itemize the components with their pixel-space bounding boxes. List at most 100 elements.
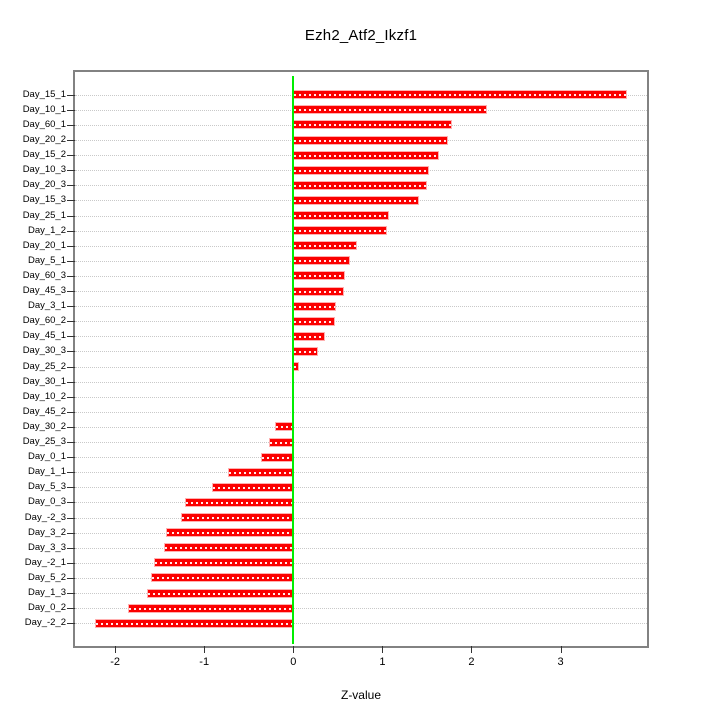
x-axis-tick-label: -1 <box>199 656 210 668</box>
y-axis-tick <box>67 215 75 217</box>
y-axis-tick <box>67 457 75 459</box>
gridline <box>75 275 647 277</box>
y-axis-tick <box>67 245 75 247</box>
x-axis-title: Z-value <box>340 688 381 702</box>
bar-inner-dash <box>148 592 293 595</box>
gridline <box>75 442 647 443</box>
bar-Day_1_1 <box>228 467 294 477</box>
bar-Day_45_3 <box>293 286 345 296</box>
y-axis-tick <box>67 124 75 126</box>
y-axis-tick <box>67 396 75 398</box>
bar-Day_15_1 <box>293 90 627 100</box>
y-axis-label: Day_20_2 <box>22 134 66 145</box>
bar-Day_1_3 <box>147 588 294 598</box>
bar-inner-dash <box>128 607 293 610</box>
bar-inner-dash <box>294 154 439 157</box>
gridline <box>75 457 647 459</box>
y-axis-tick <box>67 94 75 96</box>
x-axis-tick <box>382 646 384 653</box>
bar-inner-dash <box>155 562 293 565</box>
y-axis-tick <box>67 306 75 308</box>
bar-Day_20_1 <box>293 241 357 251</box>
y-axis-label: Day_1_3 <box>27 587 66 598</box>
y-axis-label: Day_15_3 <box>22 194 66 206</box>
gridline <box>75 472 647 474</box>
gridline <box>75 593 647 594</box>
y-axis-tick <box>67 275 75 277</box>
bar-Day_30_3 <box>293 346 319 356</box>
y-axis-tick <box>67 442 75 443</box>
y-axis-tick <box>67 502 75 504</box>
bar-Day_0_1 <box>261 452 294 462</box>
gridline <box>75 336 647 338</box>
y-axis-label: Day_25_3 <box>22 436 66 447</box>
bar-Day_5_1 <box>293 256 351 266</box>
bar-inner-dash <box>294 124 451 127</box>
gridline <box>75 577 647 579</box>
x-axis-tick-label: 2 <box>468 656 475 668</box>
y-axis-label: Day_-2_2 <box>24 617 66 629</box>
bar-inner-dash <box>96 622 293 625</box>
gridline <box>75 411 647 413</box>
bar-inner-dash <box>294 169 428 172</box>
y-axis-tick <box>67 140 75 141</box>
y-axis-tick <box>67 532 75 534</box>
y-axis-tick <box>67 155 75 157</box>
bar-inner-dash <box>294 335 325 338</box>
gridline <box>75 351 647 353</box>
bar-inner-dash <box>294 199 418 202</box>
bar-Day_-2_2 <box>95 618 294 628</box>
y-axis-label: Day_60_2 <box>22 315 66 327</box>
bar-Day_60_2 <box>293 316 336 326</box>
y-axis-tick <box>67 351 75 353</box>
bar-inner-dash <box>151 577 293 580</box>
gridline <box>75 396 647 398</box>
bar-Day_-2_1 <box>154 558 294 568</box>
gridline <box>75 426 647 428</box>
bar-inner-dash <box>166 532 293 535</box>
bar-Day_10_3 <box>293 165 429 175</box>
y-axis-label: Day_1_1 <box>27 466 66 478</box>
bar-Day_5_3 <box>212 482 294 492</box>
bar-inner-dash <box>294 184 426 187</box>
bar-inner-dash <box>294 215 388 217</box>
y-axis-tick <box>67 381 75 383</box>
gridline <box>75 291 647 292</box>
y-axis-label: Day_0_3 <box>27 496 66 508</box>
y-axis-label: Day_5_2 <box>27 571 66 583</box>
bar-Day_3_1 <box>293 301 337 311</box>
bar-inner-dash <box>186 501 293 504</box>
y-axis-tick <box>67 472 75 474</box>
y-axis-tick <box>67 336 75 338</box>
bar-Day_20_2 <box>293 135 449 145</box>
x-axis-tick <box>471 646 473 653</box>
y-axis-tick <box>67 321 75 323</box>
y-axis-label: Day_45_2 <box>22 405 66 417</box>
y-axis-tick <box>67 170 75 172</box>
bar-Day_3_3 <box>164 543 294 553</box>
y-axis-label: Day_45_1 <box>22 330 66 342</box>
y-axis-tick <box>67 230 75 232</box>
y-axis-tick <box>67 200 75 202</box>
bar-Day_10_1 <box>293 105 487 115</box>
gridline <box>75 260 647 262</box>
bar-Day_60_3 <box>293 271 345 281</box>
bar-inner-dash <box>294 245 356 248</box>
y-axis-tick <box>67 623 75 625</box>
y-axis-label: Day_10_3 <box>22 164 66 176</box>
y-axis-label: Day_20_3 <box>22 179 66 191</box>
y-axis-label: Day_3_1 <box>27 300 66 312</box>
y-axis-tick <box>67 562 75 564</box>
bar-inner-dash <box>294 305 336 308</box>
bar-inner-dash <box>270 441 293 444</box>
x-axis-tick <box>560 646 562 653</box>
gridline <box>75 532 647 534</box>
y-axis-tick <box>67 608 75 610</box>
y-axis-label: Day_30_3 <box>22 345 66 357</box>
bar-Day_20_3 <box>293 180 427 190</box>
gridline <box>75 245 647 247</box>
bar-Day_25_1 <box>293 211 389 220</box>
bar-inner-dash <box>229 471 293 474</box>
bar-Day_0_3 <box>185 497 294 507</box>
bar-Day_15_2 <box>293 150 440 160</box>
